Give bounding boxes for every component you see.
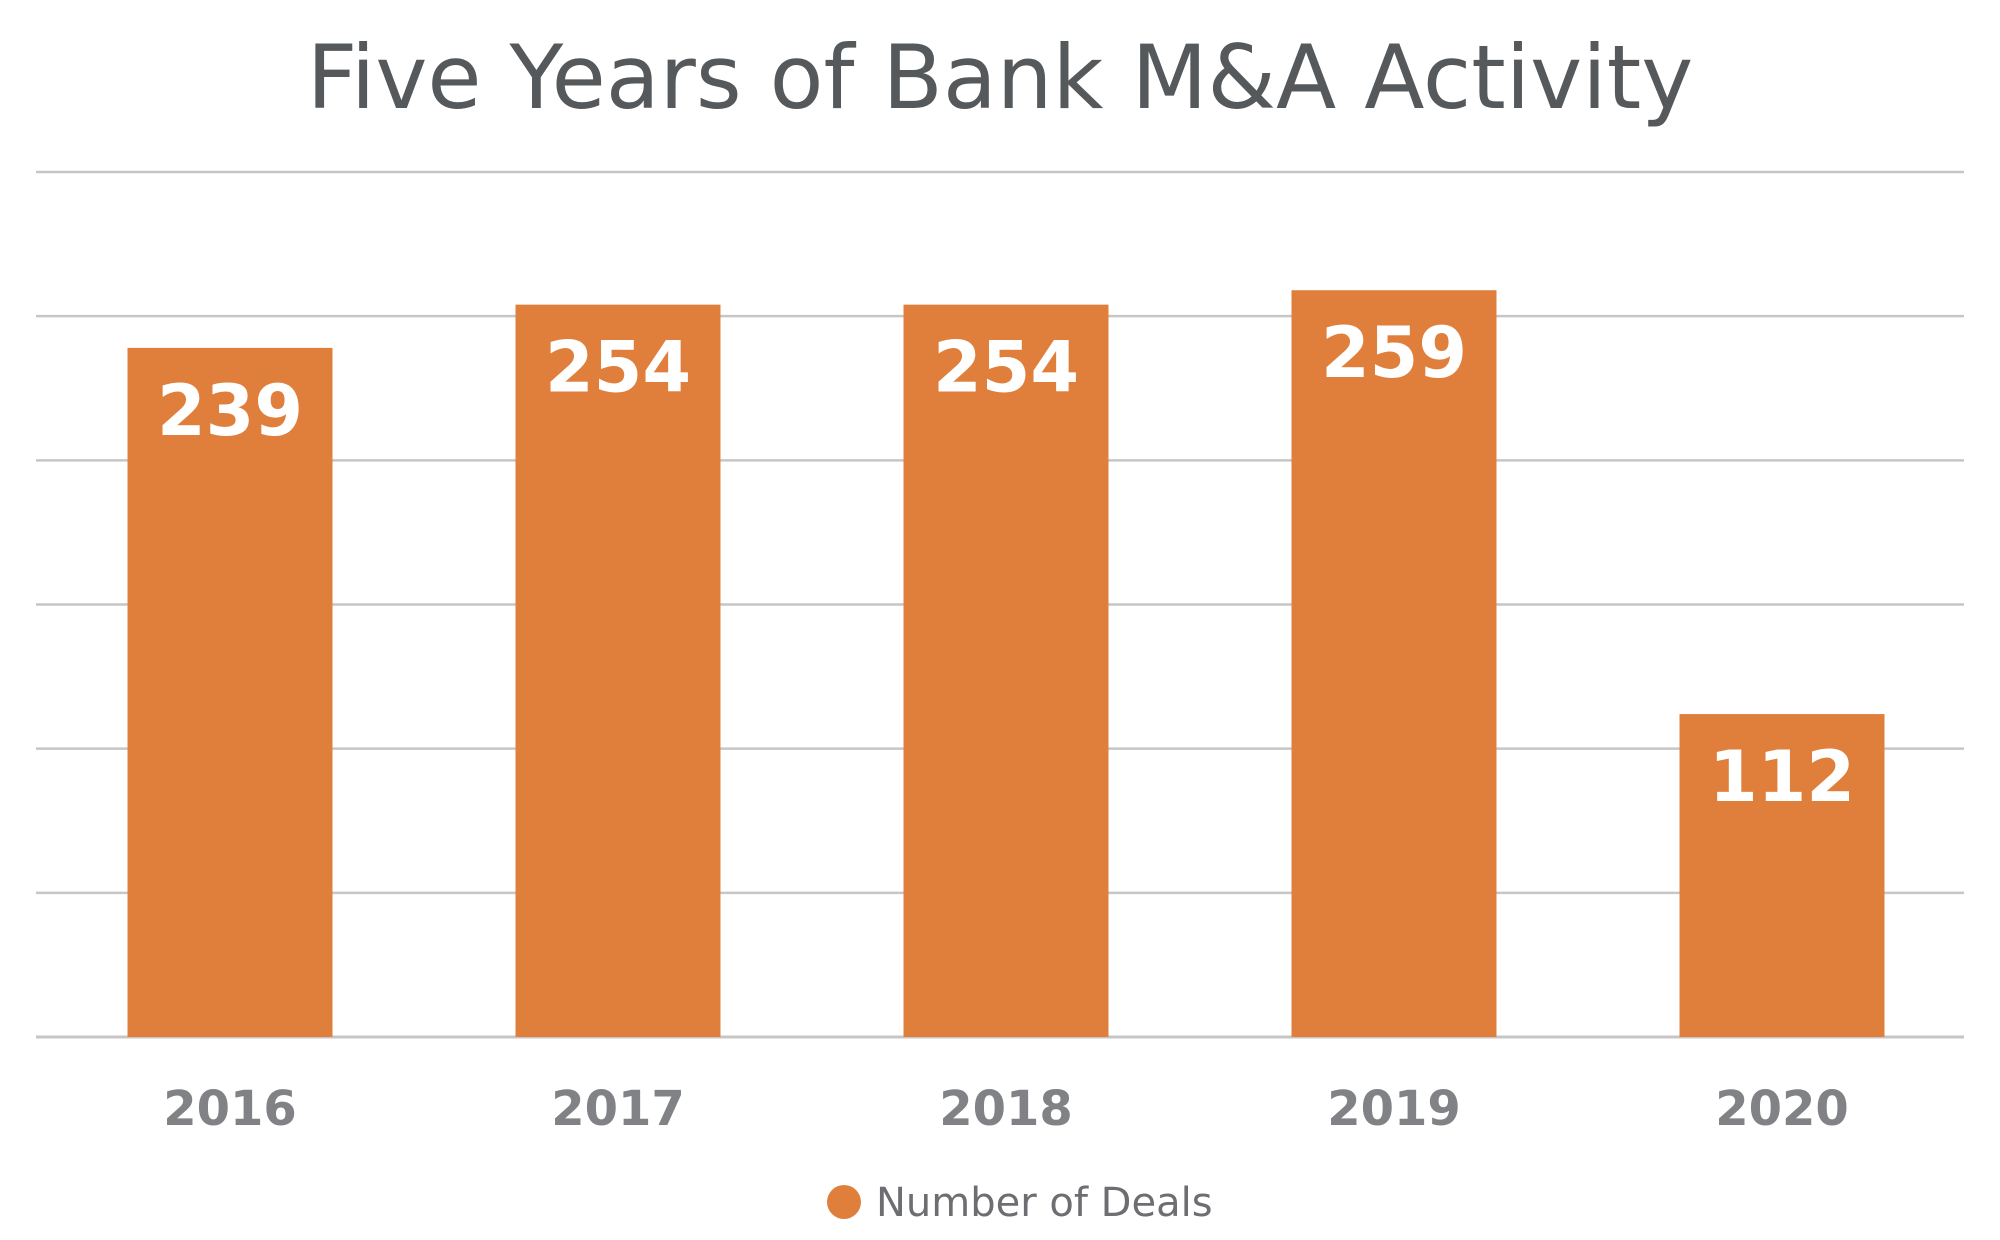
bar-2018	[903, 304, 1109, 1038]
value-label-2018: 254	[933, 327, 1079, 409]
bar-2017	[515, 304, 721, 1038]
x-axis-tick-labels: 2016 2017 2018 2019 2020	[163, 1081, 1849, 1137]
x-tick-label-2017: 2017	[551, 1081, 685, 1137]
value-label-2019: 259	[1321, 312, 1467, 394]
legend: Number of Deals	[827, 1180, 1213, 1226]
value-label-2017: 254	[545, 327, 691, 409]
x-tick-label-2018: 2018	[939, 1081, 1073, 1137]
value-labels: 239 254 254 259 112	[157, 312, 1855, 818]
x-tick-label-2020: 2020	[1715, 1081, 1849, 1137]
bar-2020	[1679, 714, 1885, 1037]
chart-title: Five Years of Bank M&A Activity	[307, 26, 1694, 129]
bar-2016	[127, 347, 333, 1038]
legend-label: Number of Deals	[876, 1180, 1213, 1226]
x-tick-label-2016: 2016	[163, 1081, 297, 1137]
x-tick-label-2019: 2019	[1327, 1081, 1461, 1137]
bar-2019	[1291, 290, 1497, 1037]
value-label-2016: 239	[157, 370, 303, 452]
value-label-2020: 112	[1709, 736, 1855, 818]
legend-swatch	[827, 1185, 861, 1219]
bars	[127, 290, 1885, 1038]
